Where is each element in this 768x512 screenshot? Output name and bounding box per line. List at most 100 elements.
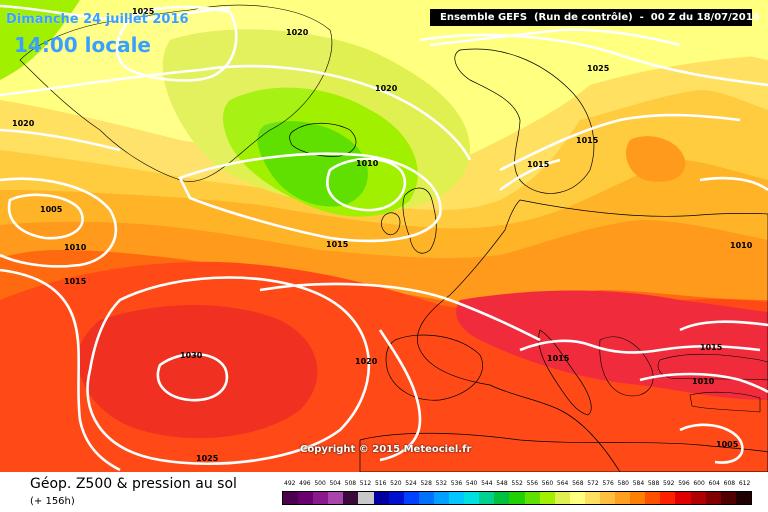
legend-label: 500 <box>314 480 326 487</box>
legend-swatch <box>358 492 374 504</box>
isobar-1025-north-sea <box>419 33 768 87</box>
legend-label: 540 <box>465 480 478 487</box>
isobar-1015-iceland <box>178 152 442 243</box>
legend-label: 560 <box>541 480 554 487</box>
isobar-1025-inner <box>429 28 681 47</box>
turkey-outline <box>689 391 761 413</box>
isobar-1025-greenland <box>115 5 238 82</box>
legend-labels: 492 496 500 504 508 512 516 520 524 528 532 536 540 5… <box>282 480 752 490</box>
legend-label: 576 <box>602 480 614 487</box>
isobar-1010-black-sea <box>639 372 768 394</box>
legend-label: 608 <box>723 480 736 487</box>
legend-swatch <box>328 492 344 504</box>
legend-label: 592 <box>663 480 675 487</box>
legend-swatch <box>690 492 706 504</box>
legend-label: 504 <box>329 480 341 487</box>
legend-label: 572 <box>587 480 599 487</box>
legend-label: 612 <box>738 480 751 487</box>
legend-swatch <box>449 492 465 504</box>
north-africa-outline <box>359 432 768 472</box>
greenland-landmass <box>19 4 333 182</box>
isobar-1010-iceland <box>326 157 407 212</box>
forecast-date: Dimanche 24 juillet 2016 <box>6 12 189 27</box>
label-1015-atlantic: 1015 <box>64 277 87 286</box>
band-552 <box>257 121 368 207</box>
iceland-outline <box>289 122 357 157</box>
legend-swatch <box>373 492 389 504</box>
footer-title: Géop. Z500 & pression au sol <box>30 476 237 492</box>
legend-swatch <box>615 492 631 504</box>
label-1020-biscay: 1020 <box>355 357 378 366</box>
isobar-1015-italy <box>519 339 761 354</box>
map-canvas: 1020 1025 1020 1025 1020 1015 1015 1010 … <box>0 0 768 472</box>
label-1005-atlantic: 1005 <box>40 205 63 214</box>
isobar-1020-arc <box>0 64 472 161</box>
legend-swatch <box>388 492 404 504</box>
ireland-outline <box>381 212 401 236</box>
legend-swatch <box>645 492 661 504</box>
legend-swatch <box>343 492 359 504</box>
label-1030-azores: 1030 <box>180 351 203 360</box>
legend-label: 528 <box>420 480 432 487</box>
label-1015-north-sea: 1015 <box>527 160 550 169</box>
legend-swatch <box>433 492 450 504</box>
legend-label: 568 <box>572 480 584 487</box>
isobar-1015-west <box>0 268 121 472</box>
legend-label: 508 <box>344 480 357 487</box>
italy-outline <box>538 329 592 416</box>
isobar-1020-west <box>0 128 121 152</box>
legend-swatch <box>660 492 676 504</box>
legend-label: 512 <box>359 480 372 487</box>
label-1015-italy: 1015 <box>547 354 570 363</box>
label-1015-turkey: 1015 <box>700 343 723 352</box>
legend-swatch <box>464 492 480 504</box>
legend-label: 552 <box>511 480 523 487</box>
label-1015-norway: 1015 <box>576 136 599 145</box>
legend-swatch <box>524 492 540 504</box>
isobar-1010-russia <box>699 176 768 192</box>
footer-subtitle: (+ 156h) <box>30 496 75 507</box>
legend-label: 532 <box>435 480 448 487</box>
label-1010-atlantic: 1010 <box>64 243 87 252</box>
legend-swatch <box>569 492 585 504</box>
legend-swatch <box>554 492 570 504</box>
legend-swatch <box>298 492 314 504</box>
great-britain-outline <box>402 187 437 254</box>
iberia-outline <box>385 334 483 401</box>
label-1020-iceland: 1020 <box>375 84 398 93</box>
balkans-outline <box>599 336 654 397</box>
label-1005-east-med: 1005 <box>716 440 739 449</box>
black-sea-outline <box>657 353 768 381</box>
legend-label: 604 <box>708 480 720 487</box>
legend-label: 596 <box>678 480 690 487</box>
legend-swatch <box>313 492 329 504</box>
legend-label: 492 <box>284 480 296 487</box>
legend-label: 520 <box>390 480 402 487</box>
legend-swatch <box>494 492 510 504</box>
forecast-time: 14:00 locale <box>14 33 151 57</box>
legend-swatch <box>479 492 495 504</box>
legend-swatch <box>630 492 646 504</box>
legend-label: 564 <box>556 480 569 487</box>
band-finland <box>625 136 686 182</box>
isobar-1025-azores <box>86 276 371 465</box>
isobar-1015-north-sea <box>499 158 561 192</box>
isobar-1020-biscay <box>259 282 541 342</box>
isobar-1030-azores <box>156 352 229 402</box>
legend-swatch <box>735 492 751 504</box>
label-1020-top: 1020 <box>286 28 309 37</box>
legend-label: 600 <box>693 480 705 487</box>
legend-colorbar <box>282 491 752 505</box>
isobar-1020-iberia <box>378 329 422 462</box>
label-1015-uk: 1015 <box>326 240 349 249</box>
label-1025-scandinavia: 1025 <box>587 64 610 73</box>
legend-swatch <box>675 492 691 504</box>
label-1020-west: 1020 <box>12 119 35 128</box>
legend-swatch <box>418 492 434 504</box>
isobar-1015-scandinavia <box>499 113 741 172</box>
legend-label: 544 <box>481 480 493 487</box>
legend-swatch <box>539 492 555 504</box>
run-header: Ensemble GEFS (Run de contrôle) - 00 Z d… <box>430 9 760 26</box>
scandinavia-outline <box>454 48 595 194</box>
